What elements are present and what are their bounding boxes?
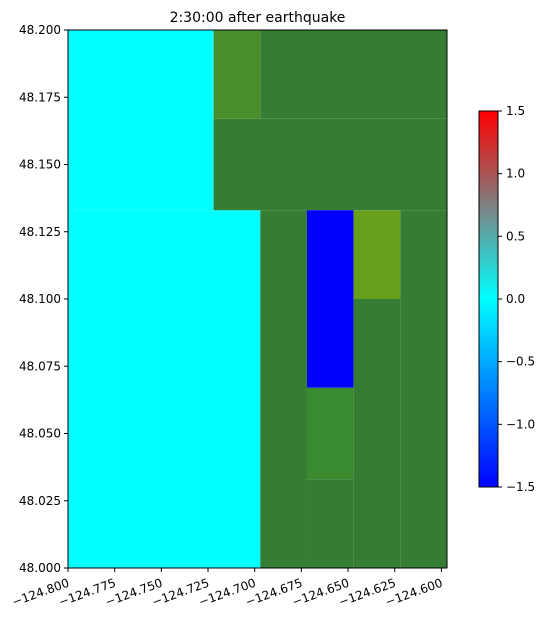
y-tick-label: 48.175 [19,90,61,104]
land-cell-4 [213,118,447,211]
colorbar-tick-label: −1.5 [506,480,535,494]
y-tick-label: 48.200 [19,23,61,37]
colorbar-tick-label: −1.0 [506,417,535,431]
colorbar-tick-label: 1.5 [506,104,525,118]
y-tick-label: 48.075 [19,359,61,373]
chart-title: 2:30:00 after earthquake [170,10,346,26]
land-cell-8 [400,210,447,568]
land-cell-10 [306,387,354,480]
land-cell-7 [353,210,401,299]
colorbar-tick-label: 1.0 [506,167,525,181]
y-tick-label: 48.150 [19,158,61,172]
colorbar-gradient [478,110,499,488]
y-tick-label: 48.125 [19,225,61,239]
land-cell-9 [353,299,401,568]
colorbar: −1.5 −1.0 −0.5 0.0 0.5 1.0 1.5 [478,104,535,494]
land-cell-11 [306,479,354,568]
colorbar-tick-label: −0.5 [506,355,535,369]
colorbar-tick-label: 0.5 [506,229,525,243]
y-tick-label: 48.100 [19,292,61,306]
land-cell-2 [213,30,261,119]
water-cell-1 [68,210,261,568]
y-tick-label: 48.025 [19,494,61,508]
water-cell-0 [68,30,214,211]
land-cell-3 [260,30,447,119]
land-cell-5 [260,210,307,568]
y-axis: 48.000 48.025 48.050 48.075 48.100 48.125 48.1… [19,23,68,575]
y-tick-label: 48.050 [19,427,61,441]
water-cell-6 [306,210,354,388]
colorbar-tick-label: 0.0 [506,292,525,306]
plot-area [68,30,447,568]
y-tick-label: 48.000 [19,561,61,575]
x-axis: −124.800−124.775−124.750−124.725−124.700… [10,568,444,609]
